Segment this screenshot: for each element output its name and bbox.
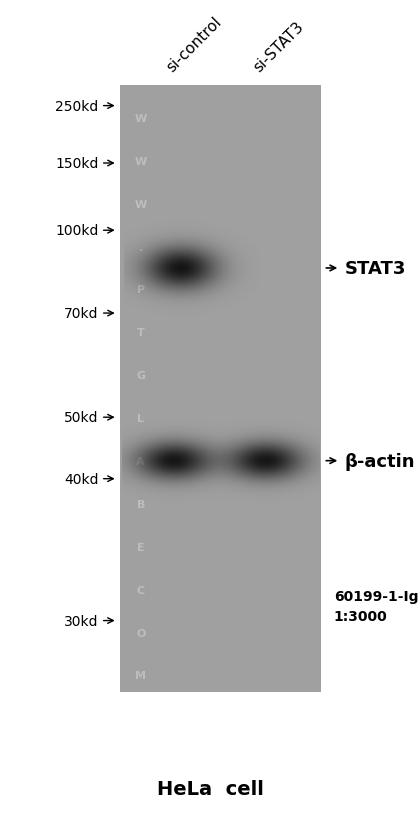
Text: W: W xyxy=(134,200,147,210)
Text: 60199-1-Ig
1:3000: 60199-1-Ig 1:3000 xyxy=(334,590,418,622)
Text: B: B xyxy=(136,500,145,509)
Text: 70kd: 70kd xyxy=(64,306,99,321)
Text: STAT3: STAT3 xyxy=(344,260,406,278)
Text: W: W xyxy=(134,114,147,124)
Text: 150kd: 150kd xyxy=(55,156,99,171)
Text: si-control: si-control xyxy=(164,15,224,75)
Text: 40kd: 40kd xyxy=(64,472,99,486)
Text: 30kd: 30kd xyxy=(64,613,99,628)
Text: T: T xyxy=(137,328,144,338)
Text: A: A xyxy=(136,456,145,467)
Bar xyxy=(120,86,321,692)
Text: C: C xyxy=(136,585,145,595)
Text: W: W xyxy=(134,156,147,166)
Text: E: E xyxy=(137,542,144,552)
Text: P: P xyxy=(136,285,145,295)
Text: β-actin: β-actin xyxy=(344,452,415,470)
Text: O: O xyxy=(136,628,145,638)
Text: HeLa  cell: HeLa cell xyxy=(157,780,263,799)
Text: L: L xyxy=(137,414,144,423)
Text: M: M xyxy=(135,671,146,681)
Text: 50kd: 50kd xyxy=(64,410,99,425)
Text: 250kd: 250kd xyxy=(55,99,99,114)
Text: si-STAT3: si-STAT3 xyxy=(251,20,307,75)
Text: .: . xyxy=(139,242,143,252)
Text: G: G xyxy=(136,371,145,381)
Text: 100kd: 100kd xyxy=(55,224,99,238)
